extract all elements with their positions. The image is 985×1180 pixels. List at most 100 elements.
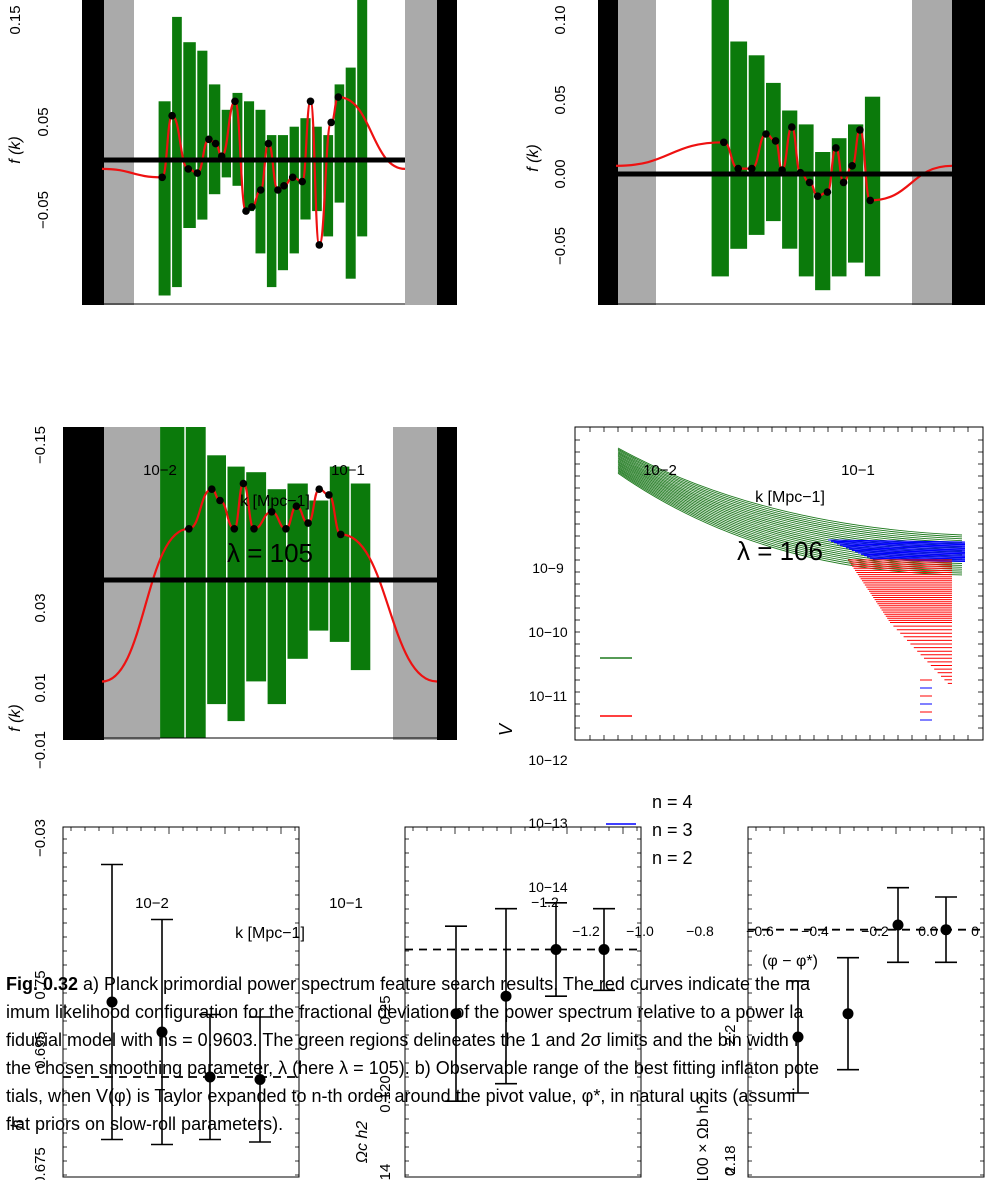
x-tick-label: 10−2 [643, 462, 677, 479]
error-bin [255, 109, 266, 254]
x-tick-label: −0.8 [686, 923, 714, 939]
error-bin [345, 67, 356, 279]
data-point [856, 126, 864, 134]
panel-a-bottom-left: 10−2 10−1 k [Mpc−1] λ = 105 −0.15 0.03 0… [7, 426, 457, 769]
data-point [205, 135, 213, 144]
panel-b-omega-b: −0.6 −0.4 −0.2 0.0 0 (φ − φ*) 2.2 2.18 0… [695, 826, 985, 1180]
error-bin [183, 42, 196, 229]
y-tick-label: 0.695 [32, 1031, 49, 1069]
y-tick-label: 2.18 [722, 1145, 739, 1174]
potential-curve-n3 [836, 543, 966, 547]
data-point [832, 144, 840, 152]
y-tick-label: 0.120 [377, 1075, 394, 1113]
error-bin [323, 135, 334, 237]
error-bin [289, 126, 299, 254]
data-point [292, 502, 301, 511]
caption-line-6: flat priors on slow-roll parameters). [6, 1114, 284, 1134]
caption-line-1: Fig. 0.32 a) Planck primordial power spe… [6, 970, 985, 998]
potential-curve-n3 [857, 552, 966, 556]
figure-caption: Fig. 0.32 a) Planck primordial power spe… [6, 970, 985, 1138]
potential-curve-n3 [833, 542, 966, 546]
caption-line-2: imum likelihood configuration for the fr… [6, 1002, 804, 1022]
data-point [839, 178, 848, 187]
error-bin [350, 483, 371, 671]
data-point [193, 169, 202, 177]
unconstrained-region-left [104, 427, 160, 740]
data-point [248, 203, 256, 211]
x-tick-label: −0.2 [861, 923, 889, 939]
potential-curve-n3 [827, 539, 966, 543]
y-tick-label: 0.01 [32, 673, 49, 702]
panel-a-top-right: 0.10 0.05 0.00 −0.05 f (k) [525, 0, 985, 305]
data-point [156, 1026, 168, 1038]
data-point [734, 164, 742, 173]
data-point [842, 1008, 854, 1020]
data-point [208, 485, 216, 494]
y-tick-label: 10−11 [529, 688, 567, 704]
data-point [813, 192, 822, 200]
data-point [239, 479, 248, 488]
data-point [762, 130, 770, 138]
x-tick-label: 10−1 [841, 462, 875, 479]
error-bin [864, 96, 881, 277]
x-tick-label: 10−2 [143, 462, 177, 479]
error-bin [815, 152, 831, 291]
y-tick-label: 0.05 [35, 107, 52, 136]
potential-curve-n3 [854, 551, 966, 555]
error-bin [208, 84, 221, 195]
excluded-region-right [437, 427, 457, 740]
potential-curve-n4 [617, 450, 963, 540]
caption-line-4: the chosen smoothing parameter, λ (here … [6, 1058, 819, 1078]
unconstrained-region-right [393, 427, 437, 740]
legend-label-n4: n = 4 [652, 792, 693, 812]
error-bin [357, 0, 368, 237]
y-axis-label: f (k) [525, 144, 542, 172]
data-point [267, 508, 276, 516]
y-axis-label: f (k) [7, 136, 24, 164]
data-point [106, 996, 118, 1008]
unconstrained-region-left [618, 0, 656, 305]
data-point [184, 165, 193, 173]
error-bin [329, 466, 350, 642]
data-point [217, 152, 226, 160]
potential-curve-n3 [863, 555, 966, 559]
data-point [796, 168, 805, 177]
y-tick-label: 10−14 [528, 879, 568, 895]
error-bin [848, 124, 864, 263]
y-tick-label: 0.10 [552, 5, 569, 34]
error-bin [309, 500, 329, 631]
error-bin [798, 124, 814, 277]
data-point [304, 519, 312, 527]
x-tick-label: −1.2 [531, 894, 559, 910]
potential-curve-n3 [830, 540, 966, 544]
excluded-region-left [598, 0, 618, 305]
data-point [336, 530, 345, 539]
caption-line-5: tials, when V(φ) is Taylor expanded to n… [6, 1086, 796, 1106]
plot-frame [404, 826, 642, 1178]
y-tick-label: 2.2 [722, 1025, 739, 1046]
x-axis-label: k [Mpc−1] [235, 925, 305, 942]
y-axis-label: Ωc h2 [354, 1121, 371, 1164]
y-axis-label: 100 × Ωb h2 [695, 1096, 712, 1180]
plot-frame [62, 826, 300, 1178]
data-point [848, 162, 856, 170]
panel-a-top-left: 0.15 0.05 −0.05 f (k) [7, 0, 457, 305]
potential-curve-n4 [617, 451, 963, 542]
y-tick-label: 0.25 [377, 995, 394, 1024]
data-point [500, 990, 512, 1002]
data-point [598, 944, 610, 955]
error-bin [232, 92, 243, 186]
legend-label-n3: n = 3 [652, 820, 693, 840]
x-tick-label: 10−1 [329, 895, 363, 912]
caption-label: Fig. 0.32 [6, 974, 79, 994]
data-point [720, 138, 728, 147]
panel-b-h: 10−2 10−1 k [Mpc−1] −0.03 0.75 0.695 0.6… [9, 819, 363, 1180]
y-tick-label: 0.15 [7, 5, 24, 34]
y-tick-label: −0.03 [32, 819, 49, 857]
error-bin [267, 489, 286, 705]
data-point [805, 178, 814, 187]
data-point [325, 491, 333, 499]
y-tick-label: 0.05 [552, 85, 569, 114]
error-bin [244, 101, 255, 212]
